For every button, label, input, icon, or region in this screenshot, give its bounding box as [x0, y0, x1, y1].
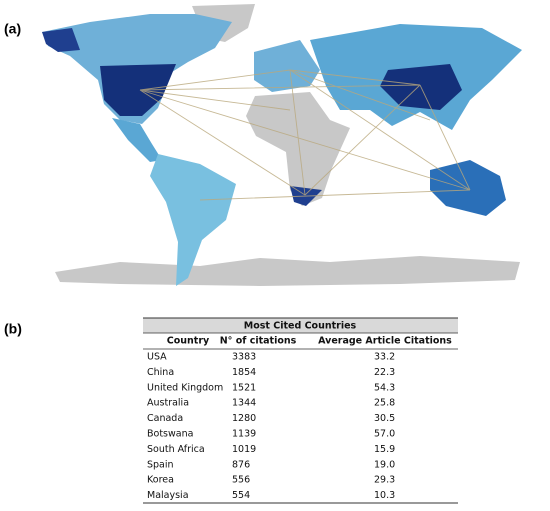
table-cell: Canada — [147, 413, 183, 424]
collaboration-link — [139, 69, 471, 201]
table-cell: 10.3 — [374, 490, 395, 501]
table-cell: United Kingdom — [147, 382, 223, 393]
column-header: Average Article Citations — [318, 336, 452, 347]
table-cell: 1019 — [232, 444, 256, 455]
table-cell: Malaysia — [147, 490, 189, 501]
table-cell: 1139 — [232, 429, 256, 440]
table-cell: China — [147, 367, 174, 378]
table-cell: 1344 — [232, 398, 256, 409]
table-cell: Korea — [147, 475, 174, 486]
table-cell: USA — [147, 352, 167, 363]
europe — [254, 40, 320, 92]
table-cell: 1521 — [232, 382, 256, 393]
alaska — [42, 28, 80, 52]
usa — [100, 64, 176, 116]
table-cell: 1854 — [232, 367, 256, 378]
world-map — [42, 4, 522, 286]
table-cell: 15.9 — [374, 444, 395, 455]
australia — [430, 160, 506, 216]
table-cell: 19.0 — [374, 459, 395, 470]
table-cell: 54.3 — [374, 382, 395, 393]
antarctica — [55, 256, 520, 286]
table-cell: 554 — [232, 490, 250, 501]
table-cell: 29.3 — [374, 475, 395, 486]
table-title: Most Cited Countries — [244, 321, 357, 332]
panel-label: (b) — [4, 321, 22, 337]
table-cell: 22.3 — [374, 367, 395, 378]
table: Most Cited Countries Country N° of citati… — [143, 317, 458, 504]
table-cell: Spain — [147, 459, 174, 470]
column-header: Country — [167, 336, 210, 347]
south-america — [150, 154, 236, 286]
table-title-band — [143, 318, 458, 333]
table-cell: 876 — [232, 459, 250, 470]
table-cell: Botswana — [147, 429, 193, 440]
table-cell: 57.0 — [374, 429, 395, 440]
africa — [246, 92, 350, 206]
central-america — [112, 118, 162, 162]
table-cell: 30.5 — [374, 413, 395, 424]
table-cell: 3383 — [232, 352, 256, 363]
table-cell: 25.8 — [374, 398, 395, 409]
table-cell: 1280 — [232, 413, 256, 424]
panel-label: (a) — [4, 21, 21, 37]
table-cell: 33.2 — [374, 352, 395, 363]
table-cell: South Africa — [147, 444, 205, 455]
table-cell: Australia — [147, 398, 189, 409]
table-cell: 556 — [232, 475, 250, 486]
column-header: N° of citations — [220, 336, 297, 347]
